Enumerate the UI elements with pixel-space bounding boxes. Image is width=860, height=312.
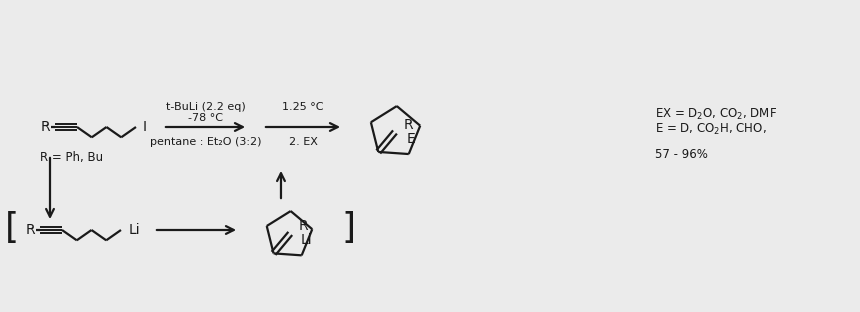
Text: E = D, CO$_2$H, CHO,: E = D, CO$_2$H, CHO, xyxy=(655,121,766,137)
Text: R: R xyxy=(403,118,413,132)
Text: EX = D$_2$O, CO$_2$, DMF: EX = D$_2$O, CO$_2$, DMF xyxy=(655,106,777,122)
Text: E: E xyxy=(407,132,415,146)
Text: R: R xyxy=(298,219,308,233)
Text: I: I xyxy=(143,120,147,134)
Text: [: [ xyxy=(5,211,19,245)
Text: -78 °C: -78 °C xyxy=(188,113,223,123)
Text: pentane : Et₂O (3:2): pentane : Et₂O (3:2) xyxy=(150,137,261,147)
Text: ]: ] xyxy=(342,211,356,245)
Text: R = Ph, Bu: R = Ph, Bu xyxy=(40,150,103,163)
Text: R: R xyxy=(25,223,34,237)
Text: 57 - 96%: 57 - 96% xyxy=(655,148,708,160)
Text: Li: Li xyxy=(300,233,312,247)
Text: R: R xyxy=(40,120,50,134)
Text: t-BuLi (2.2 eq): t-BuLi (2.2 eq) xyxy=(166,102,245,112)
Text: 1.25 °C: 1.25 °C xyxy=(282,102,323,112)
Text: Li: Li xyxy=(129,223,140,237)
Text: 2. EX: 2. EX xyxy=(289,137,317,147)
